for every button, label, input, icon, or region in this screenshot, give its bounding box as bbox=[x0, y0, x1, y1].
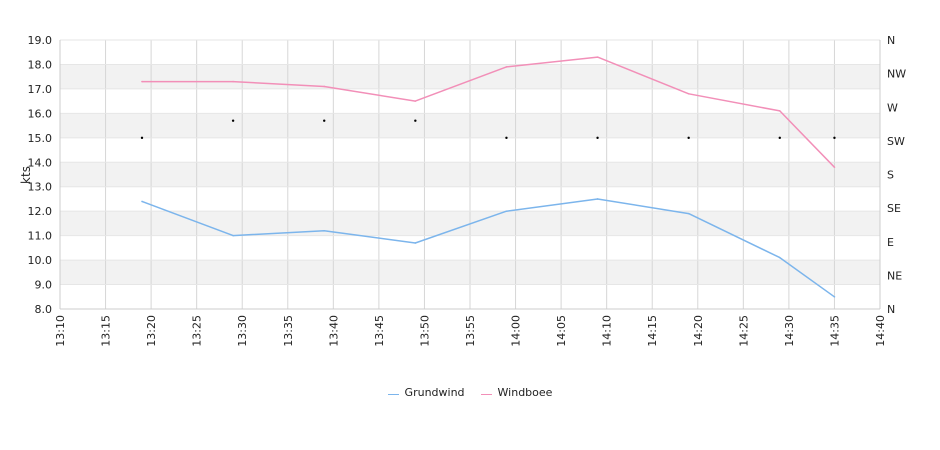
y-tick-label: 15.0 bbox=[28, 132, 53, 145]
direction-tick-label: NE bbox=[887, 269, 902, 282]
series-point-windboee bbox=[596, 56, 599, 58]
direction-dot bbox=[140, 136, 144, 140]
y-tick-label: 14.0 bbox=[28, 156, 53, 169]
x-tick-label: 13:10 bbox=[54, 315, 67, 347]
y-tick-label: 17.0 bbox=[28, 83, 53, 96]
y-tick-label: 9.0 bbox=[35, 279, 53, 292]
x-tick-label: 14:30 bbox=[783, 315, 796, 347]
direction-tick-label: NW bbox=[887, 68, 906, 81]
x-tick-label: 13:20 bbox=[145, 315, 158, 347]
direction-dot bbox=[231, 119, 235, 122]
x-tick-label: 14:05 bbox=[555, 315, 568, 347]
y-tick-label: 10.0 bbox=[28, 254, 53, 267]
series-point-grundwind bbox=[141, 200, 143, 203]
y-tick-label: 8.0 bbox=[35, 303, 53, 316]
direction-dot bbox=[323, 119, 326, 122]
x-tick-label: 14:15 bbox=[646, 315, 659, 347]
series-layer bbox=[141, 56, 836, 298]
series-point-grundwind bbox=[505, 210, 508, 212]
direction-tick-labels: N NW W SW S SE E NE N bbox=[887, 34, 906, 316]
direction-dot bbox=[596, 136, 599, 140]
direction-dot bbox=[505, 136, 508, 140]
y-tick-label: 16.0 bbox=[28, 107, 53, 120]
series-point-grundwind bbox=[232, 234, 234, 237]
x-tick-label: 14:00 bbox=[510, 315, 523, 347]
x-tick-label: 14:35 bbox=[828, 315, 841, 347]
series-point-grundwind bbox=[687, 212, 690, 215]
direction-tick-label: SW bbox=[887, 135, 905, 148]
x-tick-label: 14:20 bbox=[692, 315, 705, 347]
x-tick-label: 13:45 bbox=[373, 315, 386, 347]
x-tick-labels: 13:10 13:15 13:20 13:25 13:30 13:35 13:40 13:45… bbox=[54, 315, 887, 347]
y-axis-label: kts bbox=[19, 166, 33, 184]
y-tick-labels: 19.0 18.0 17.0 16.0 15.0 14.0 13.0 12.0 11.0 10.0… bbox=[28, 34, 53, 316]
axes bbox=[59, 40, 881, 310]
x-tick-label: 14:10 bbox=[601, 315, 614, 347]
series-point-grundwind bbox=[596, 198, 599, 200]
direction-tick-label: N bbox=[887, 303, 895, 316]
x-tick-label: 13:30 bbox=[236, 315, 249, 347]
series-point-windboee bbox=[687, 93, 690, 95]
x-tick-label: 14:25 bbox=[737, 315, 750, 347]
legend-label-windboee: Windboee bbox=[497, 386, 553, 399]
direction-tick-label: E bbox=[887, 236, 894, 249]
legend-swatch-grundwind bbox=[387, 393, 399, 395]
series-point-windboee bbox=[833, 166, 836, 168]
direction-dot bbox=[833, 136, 836, 140]
direction-dot bbox=[778, 136, 781, 140]
direction-tick-label: W bbox=[887, 101, 898, 114]
y-tick-label: 11.0 bbox=[28, 230, 53, 243]
legend: Grundwind Windboee bbox=[0, 386, 940, 399]
direction-dot bbox=[687, 136, 690, 140]
legend-item-windboee[interactable]: Windboee bbox=[480, 386, 553, 399]
y-tick-label: 19.0 bbox=[28, 34, 53, 47]
series-point-windboee bbox=[141, 80, 143, 83]
y-tick-label: 18.0 bbox=[28, 58, 53, 71]
legend-swatch-windboee bbox=[480, 393, 492, 395]
series-point-windboee bbox=[323, 85, 326, 88]
series-point-grundwind bbox=[833, 295, 836, 298]
vertical-gridlines bbox=[59, 40, 881, 309]
x-tick-label: 13:50 bbox=[418, 315, 431, 347]
y-tick-label: 13.0 bbox=[28, 181, 53, 194]
series-point-windboee bbox=[414, 100, 417, 102]
legend-item-grundwind[interactable]: Grundwind bbox=[387, 386, 465, 399]
direction-tick-label: N bbox=[887, 34, 895, 47]
x-tick-label: 13:15 bbox=[100, 315, 113, 347]
direction-tick-label: S bbox=[887, 169, 894, 182]
series-point-grundwind bbox=[414, 242, 417, 244]
y-tick-label: 12.0 bbox=[28, 205, 53, 218]
x-tick-label: 14:40 bbox=[874, 315, 887, 347]
x-tick-label: 13:35 bbox=[282, 315, 295, 347]
direction-dots bbox=[140, 119, 836, 140]
direction-dot bbox=[414, 119, 417, 122]
series-point-grundwind bbox=[323, 229, 326, 232]
series-point-windboee bbox=[778, 110, 781, 112]
series-point-windboee bbox=[505, 66, 508, 68]
direction-tick-label: SE bbox=[887, 202, 901, 215]
x-tick-label: 13:55 bbox=[464, 315, 477, 347]
x-tick-label: 13:40 bbox=[327, 315, 340, 347]
series-point-grundwind bbox=[778, 256, 781, 259]
legend-label-grundwind: Grundwind bbox=[404, 386, 465, 399]
series-point-windboee bbox=[232, 80, 234, 83]
x-tick-label: 13:25 bbox=[191, 315, 204, 347]
